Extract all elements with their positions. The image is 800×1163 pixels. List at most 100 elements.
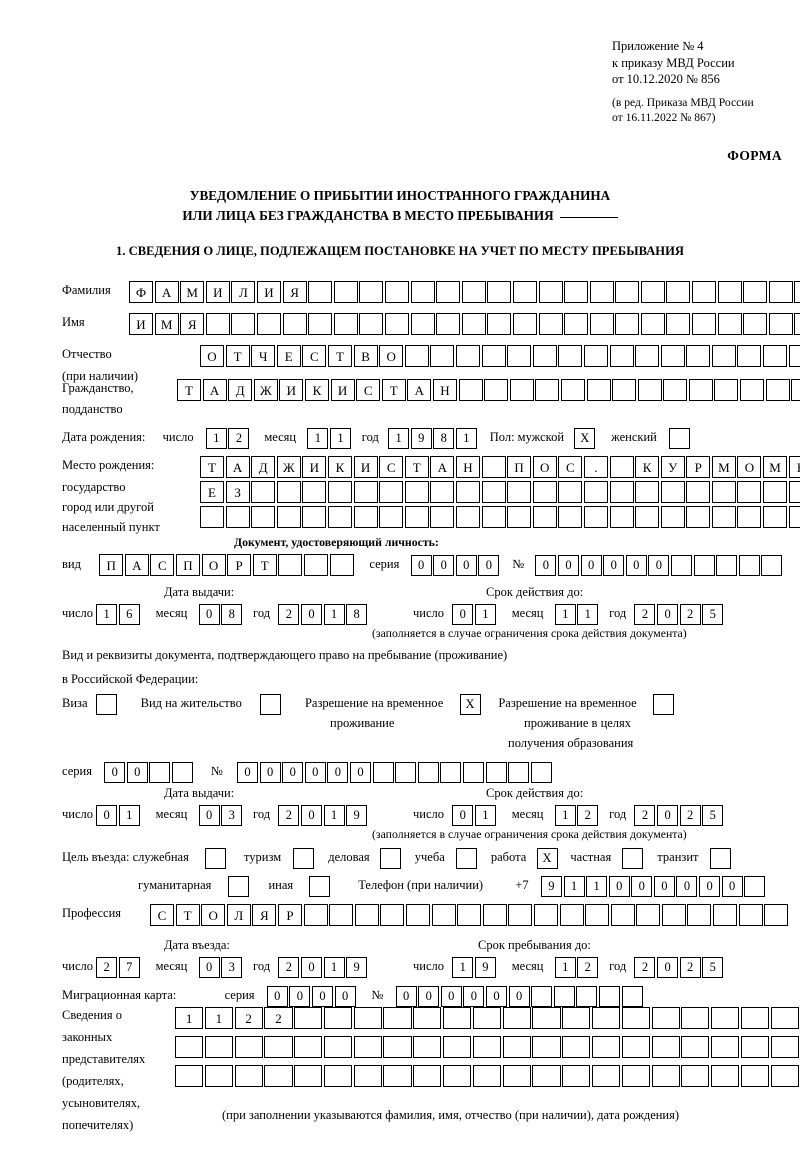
char-cell[interactable]: О: [737, 456, 762, 478]
purpose-tourism-checkbox[interactable]: [293, 848, 316, 869]
char-cell[interactable]: 0: [452, 604, 474, 625]
char-cell[interactable]: 0: [676, 876, 698, 897]
char-cell[interactable]: [276, 481, 301, 503]
char-cell[interactable]: [589, 313, 614, 335]
char-cell[interactable]: [205, 313, 230, 335]
char-cell[interactable]: [711, 1007, 740, 1029]
char-cell[interactable]: Т: [200, 456, 224, 478]
char-cell[interactable]: [610, 904, 635, 926]
birth-place-boxes-row3[interactable]: [200, 506, 800, 528]
char-cell[interactable]: [294, 1007, 323, 1029]
char-cell[interactable]: 2: [278, 805, 300, 826]
char-cell[interactable]: Т: [404, 456, 429, 478]
char-cell[interactable]: 1: [204, 1007, 233, 1029]
char-cell[interactable]: [788, 481, 800, 503]
char-cell[interactable]: [591, 1065, 621, 1087]
char-cell[interactable]: [487, 313, 512, 335]
char-cell[interactable]: 0: [266, 986, 288, 1007]
char-cell[interactable]: [175, 1065, 204, 1087]
char-cell[interactable]: 1: [455, 428, 477, 449]
char-cell[interactable]: [765, 379, 790, 401]
char-cell[interactable]: О: [201, 904, 226, 926]
char-cell[interactable]: [354, 904, 379, 926]
char-cell[interactable]: [308, 313, 333, 335]
char-cell[interactable]: И: [330, 379, 355, 401]
char-cell[interactable]: [234, 1036, 263, 1058]
char-cell[interactable]: [738, 554, 760, 576]
char-cell[interactable]: 0: [289, 986, 311, 1007]
char-cell[interactable]: 1: [307, 428, 329, 449]
char-cell[interactable]: [692, 313, 717, 335]
char-cell[interactable]: [737, 481, 762, 503]
char-cell[interactable]: 1: [563, 876, 585, 897]
char-cell[interactable]: [410, 281, 435, 303]
char-cell[interactable]: [323, 1065, 353, 1087]
char-cell[interactable]: [609, 456, 634, 478]
char-cell[interactable]: [353, 481, 378, 503]
char-cell[interactable]: 0: [558, 554, 579, 576]
char-cell[interactable]: X: [536, 848, 558, 869]
char-cell[interactable]: [512, 281, 537, 303]
char-cell[interactable]: [640, 313, 665, 335]
char-cell[interactable]: 1: [554, 805, 576, 826]
char-cell[interactable]: А: [154, 281, 179, 303]
temp-edu-checkbox[interactable]: [652, 694, 676, 715]
char-cell[interactable]: 0: [198, 957, 220, 978]
char-cell[interactable]: 0: [410, 554, 432, 576]
char-cell[interactable]: [455, 481, 480, 503]
char-cell[interactable]: [770, 1065, 799, 1087]
char-cell[interactable]: [553, 986, 575, 1007]
char-cell[interactable]: Е: [276, 345, 301, 367]
char-cell[interactable]: И: [256, 281, 281, 303]
char-cell[interactable]: 0: [535, 554, 557, 576]
char-cell[interactable]: 0: [440, 986, 462, 1007]
char-cell[interactable]: [384, 313, 409, 335]
char-cell[interactable]: А: [430, 456, 455, 478]
char-cell[interactable]: [436, 313, 461, 335]
char-cell[interactable]: [788, 506, 800, 528]
char-cell[interactable]: [663, 379, 688, 401]
char-cell[interactable]: Р: [277, 904, 302, 926]
char-cell[interactable]: [651, 1065, 680, 1087]
char-cell[interactable]: [744, 876, 766, 897]
char-cell[interactable]: [743, 281, 768, 303]
char-cell[interactable]: [327, 506, 352, 528]
legal-rep-boxes-row3[interactable]: [175, 1065, 800, 1087]
char-cell[interactable]: [586, 379, 611, 401]
char-cell[interactable]: [405, 904, 430, 926]
char-cell[interactable]: 8: [346, 604, 368, 625]
char-cell[interactable]: 0: [699, 876, 721, 897]
char-cell[interactable]: 6: [118, 604, 140, 625]
char-cell[interactable]: [443, 1007, 472, 1029]
char-cell[interactable]: [635, 345, 660, 367]
char-cell[interactable]: [379, 506, 404, 528]
char-cell[interactable]: [302, 481, 327, 503]
char-cell[interactable]: 0: [657, 957, 679, 978]
char-cell[interactable]: [205, 848, 227, 869]
char-cell[interactable]: [560, 379, 585, 401]
char-cell[interactable]: 0: [327, 762, 349, 783]
char-cell[interactable]: 1: [175, 1007, 204, 1029]
char-cell[interactable]: [794, 281, 800, 303]
char-cell[interactable]: З: [225, 481, 250, 503]
char-cell[interactable]: [333, 313, 358, 335]
char-cell[interactable]: Ж: [276, 456, 301, 478]
char-cell[interactable]: [660, 481, 685, 503]
char-cell[interactable]: [686, 481, 711, 503]
char-cell[interactable]: А: [124, 554, 149, 576]
char-cell[interactable]: [502, 1007, 531, 1029]
char-cell[interactable]: [711, 506, 736, 528]
char-cell[interactable]: [282, 313, 307, 335]
char-cell[interactable]: [303, 554, 328, 576]
char-cell[interactable]: [791, 379, 800, 401]
char-cell[interactable]: [635, 506, 660, 528]
char-cell[interactable]: [264, 1065, 293, 1087]
char-cell[interactable]: И: [302, 456, 327, 478]
char-cell[interactable]: С: [150, 554, 175, 576]
char-cell[interactable]: 1: [554, 604, 576, 625]
char-cell[interactable]: [740, 1065, 770, 1087]
